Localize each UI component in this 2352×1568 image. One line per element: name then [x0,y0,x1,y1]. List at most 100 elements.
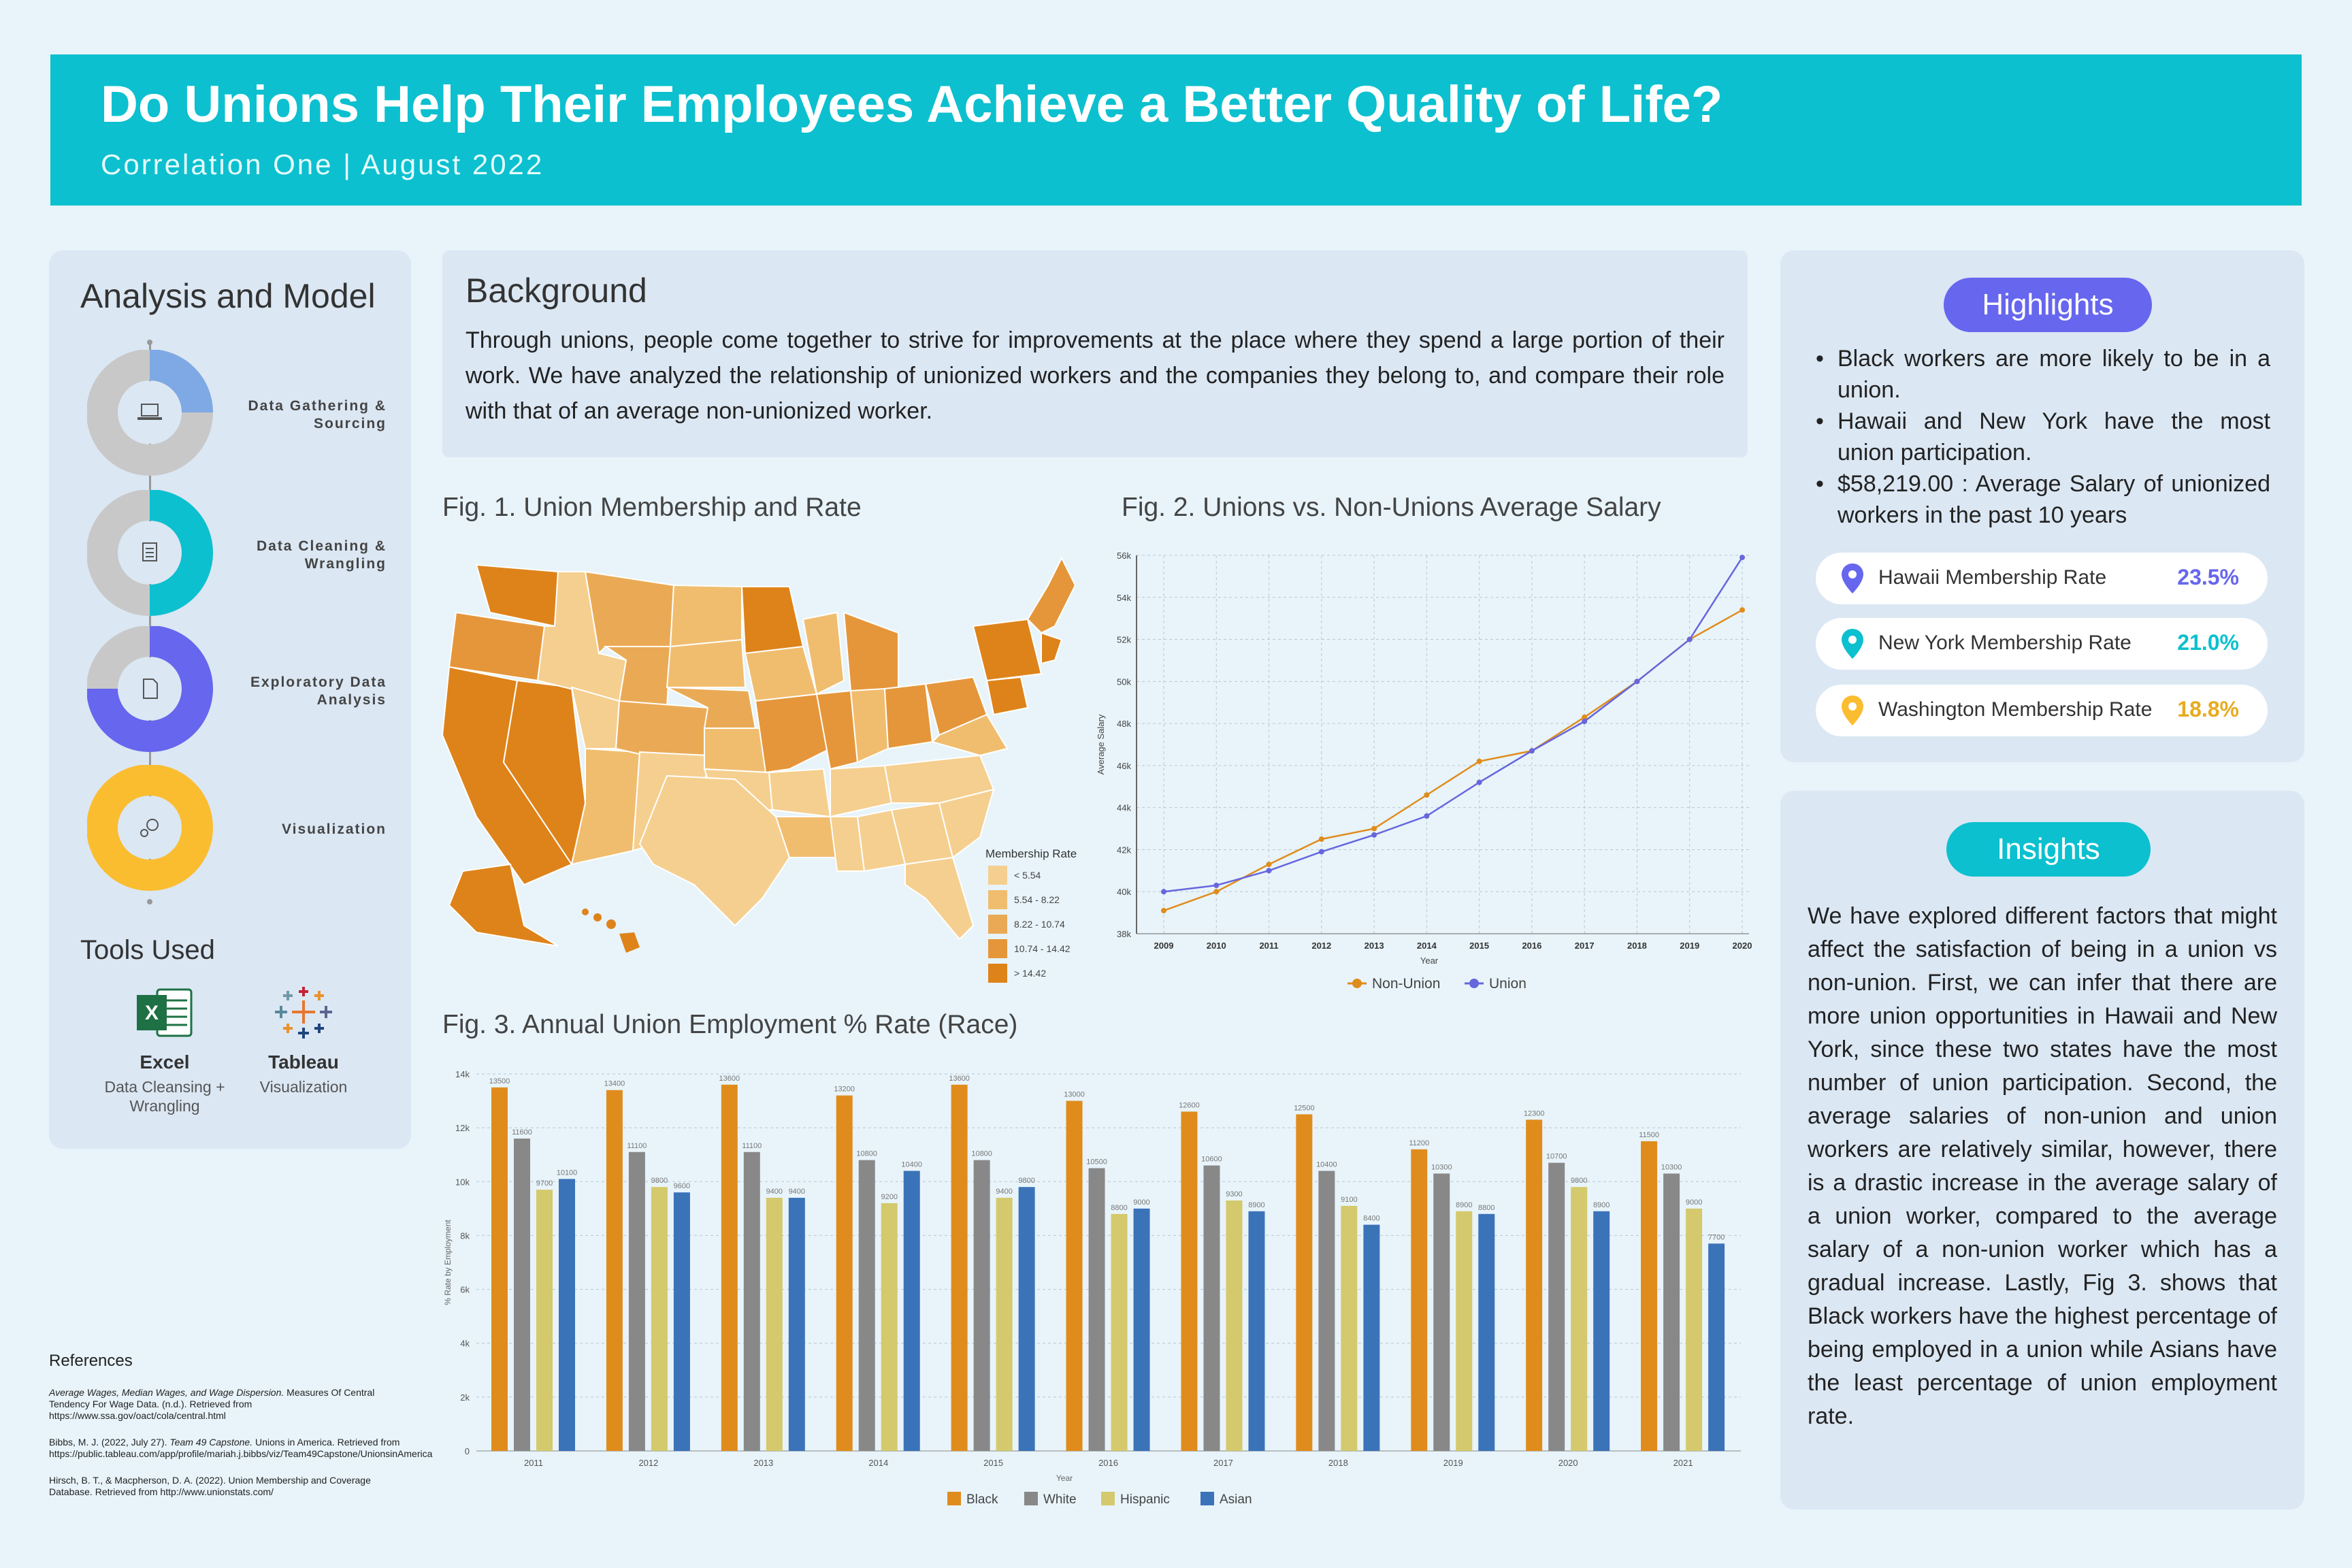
bar-white [1088,1168,1105,1451]
reference-item: Average Wages, Median Wages, and Wage Di… [49,1387,375,1421]
laptop-icon [137,404,162,420]
rate-value: 21.0% [2177,630,2239,655]
hawaii-shape [582,909,640,953]
bar-asian [1248,1211,1265,1451]
bar-data-label: 12300 [1524,1109,1545,1117]
excel-icon: X [137,988,193,1037]
legend-swatch [988,915,1007,934]
document-icon [143,679,158,699]
x-tick-label: 2017 [1575,941,1595,951]
step-data-cleaning: Data Cleaning & Wrangling [87,490,387,626]
data-point [1318,849,1324,855]
bar-black [1641,1141,1658,1451]
background-heading: Background [466,272,647,310]
x-tick-label: 2011 [524,1458,543,1468]
bar-data-label: 11100 [742,1142,762,1150]
donut-step-2 [87,490,213,616]
bar-data-label: 10800 [971,1150,992,1158]
donut-step-3 [87,626,213,752]
rate-washington: Washington Membership Rate 18.8% [1816,685,2268,736]
x-axis-label: Year [1420,956,1439,966]
bar-black [1526,1120,1543,1451]
bar-data-label: 9800 [651,1177,668,1185]
bar-data-label: 9600 [674,1182,690,1190]
references: References Average Wages, Median Wages, … [49,1352,432,1513]
bar-data-label: 8800 [1111,1204,1127,1212]
donut-step-1 [87,350,213,476]
y-axis-label: % Rate by Employment [443,1220,453,1305]
bar-asian [1593,1211,1610,1451]
bar-white [1203,1165,1220,1451]
bar-asian [1133,1208,1150,1451]
bar-black [1066,1100,1083,1451]
fig1-legend: Membership Rate < 5.54 5.54 - 8.22 8.22 - … [985,847,1077,983]
timeline-dot [147,340,152,345]
legend-label: 5.54 - 8.22 [1014,894,1060,905]
bar-black [721,1084,738,1451]
y-tick-label: 4k [460,1339,470,1349]
legend-swatch [988,866,1007,885]
x-tick-label: 2013 [753,1458,773,1468]
gear-icon [140,819,159,837]
bar-data-label: 9800 [1018,1177,1034,1185]
background-text: Through unions, people come together to … [466,327,1725,424]
data-point [1686,636,1693,642]
legend-label: Hispanic [1120,1492,1170,1507]
tableau-icon [275,987,332,1039]
x-tick-label: 2015 [983,1458,1003,1468]
bar-data-label: 9000 [1133,1198,1149,1207]
x-tick-label: 2017 [1213,1458,1233,1468]
location-pin-icon [1842,696,1863,725]
x-tick-label: 2012 [1311,941,1331,951]
data-point [1740,607,1745,613]
bar-asian [673,1192,690,1451]
highlight-item: Hawaii and New York have the most union … [1816,406,2270,468]
x-tick-label: 2020 [1733,941,1752,951]
rate-value: 23.5% [2177,565,2239,589]
bar-white [1433,1173,1450,1451]
bar-data-label: 10400 [901,1160,922,1169]
y-tick-label: 10k [455,1177,470,1187]
bar-data-label: 8900 [1248,1201,1264,1209]
legend-swatch [1024,1492,1038,1505]
legend-label: > 14.42 [1014,968,1046,979]
legend-swatch [947,1492,961,1505]
legend-swatch [1200,1492,1214,1505]
bar-data-label: 11500 [1639,1131,1659,1139]
location-pin-icon [1842,564,1863,593]
x-tick-label: 2014 [1417,941,1437,951]
y-tick-label: 46k [1117,761,1131,771]
step-label: Visualization [282,821,387,837]
x-tick-label: 2014 [868,1458,888,1468]
data-point [1266,868,1272,874]
x-tick-label: 2016 [1098,1458,1118,1468]
bar-data-label: 10800 [856,1150,877,1158]
bar-data-label: 11600 [512,1128,532,1137]
analysis-panel: Analysis and Model Data Gathering & Sourc… [49,250,411,1149]
data-point [1476,758,1482,764]
bar-data-label: 10300 [1661,1163,1682,1171]
legend-title: Membership Rate [985,847,1077,860]
y-tick-label: 6k [460,1285,470,1295]
page-subtitle: Correlation One | August 2022 [101,148,544,180]
bar-data-label: 12600 [1179,1101,1200,1109]
legend-label: Non-Union [1372,976,1440,992]
bar-white [1548,1162,1565,1451]
y-tick-label: 54k [1117,593,1131,603]
legend-label: Black [966,1492,998,1507]
data-point [1161,908,1166,914]
series-line-union [1163,557,1744,893]
legend-marker [1469,979,1479,988]
step-data-gathering: Data Gathering & Sourcing [87,350,387,486]
bar-data-label: 13400 [604,1080,625,1088]
step-label: Data Cleaning & Wrangling [256,538,387,572]
fig2-line-chart: 38k 40k 42k 44k 46k 48k 50k 52k 54k 56k 2009 2010 20… [1096,551,1752,992]
bar-asian [788,1198,805,1451]
references-title: References [49,1352,133,1370]
bar-black [1411,1149,1428,1451]
legend-label: < 5.54 [1014,870,1041,881]
legend-swatch [988,890,1007,909]
data-point [1266,862,1272,868]
highlight-item: $58,219.00 : Average Salary of unionized… [1816,468,2270,531]
data-point [1529,748,1535,754]
